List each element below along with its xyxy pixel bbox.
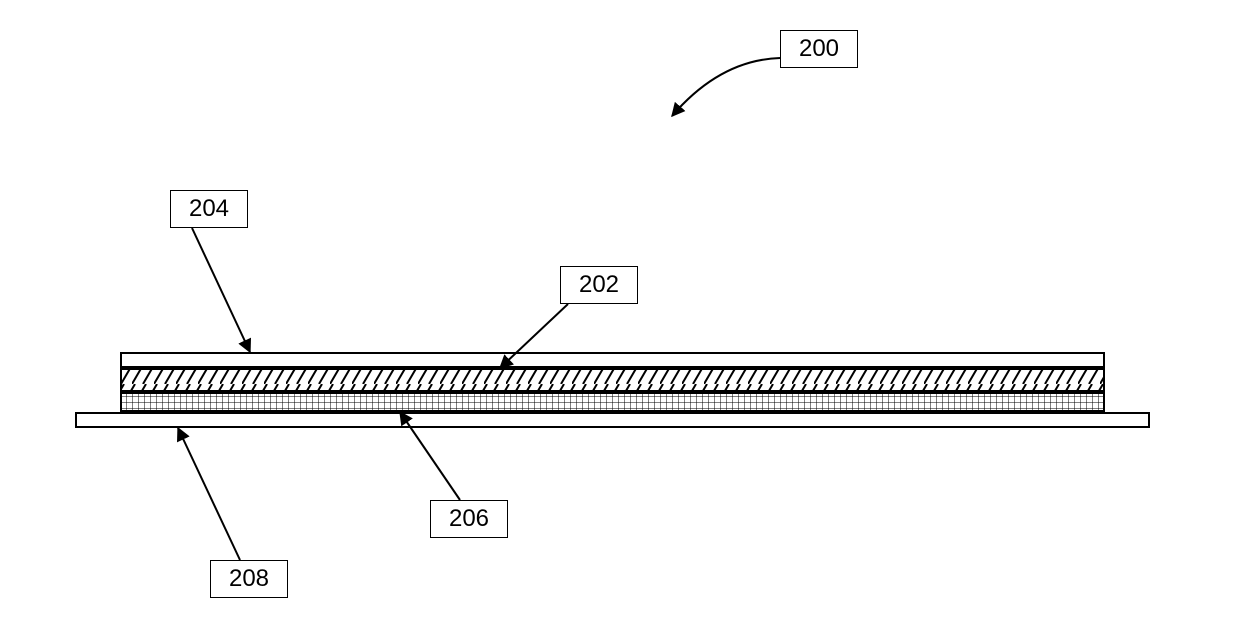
label-200: 200	[780, 30, 858, 68]
label-200-text: 200	[799, 35, 839, 63]
diagram-canvas: 200 204 202 206 208	[0, 0, 1240, 624]
label-208-text: 208	[229, 565, 269, 593]
layer-crosshatch	[120, 392, 1105, 412]
layer-top-plain	[120, 352, 1105, 368]
layer-base	[75, 412, 1150, 428]
label-206-text: 206	[449, 505, 489, 533]
label-202: 202	[560, 266, 638, 304]
leader-lines	[0, 0, 1240, 624]
layer-hatched	[120, 368, 1105, 392]
label-208: 208	[210, 560, 288, 598]
label-204: 204	[170, 190, 248, 228]
label-204-text: 204	[189, 195, 229, 223]
label-206: 206	[430, 500, 508, 538]
label-202-text: 202	[579, 271, 619, 299]
